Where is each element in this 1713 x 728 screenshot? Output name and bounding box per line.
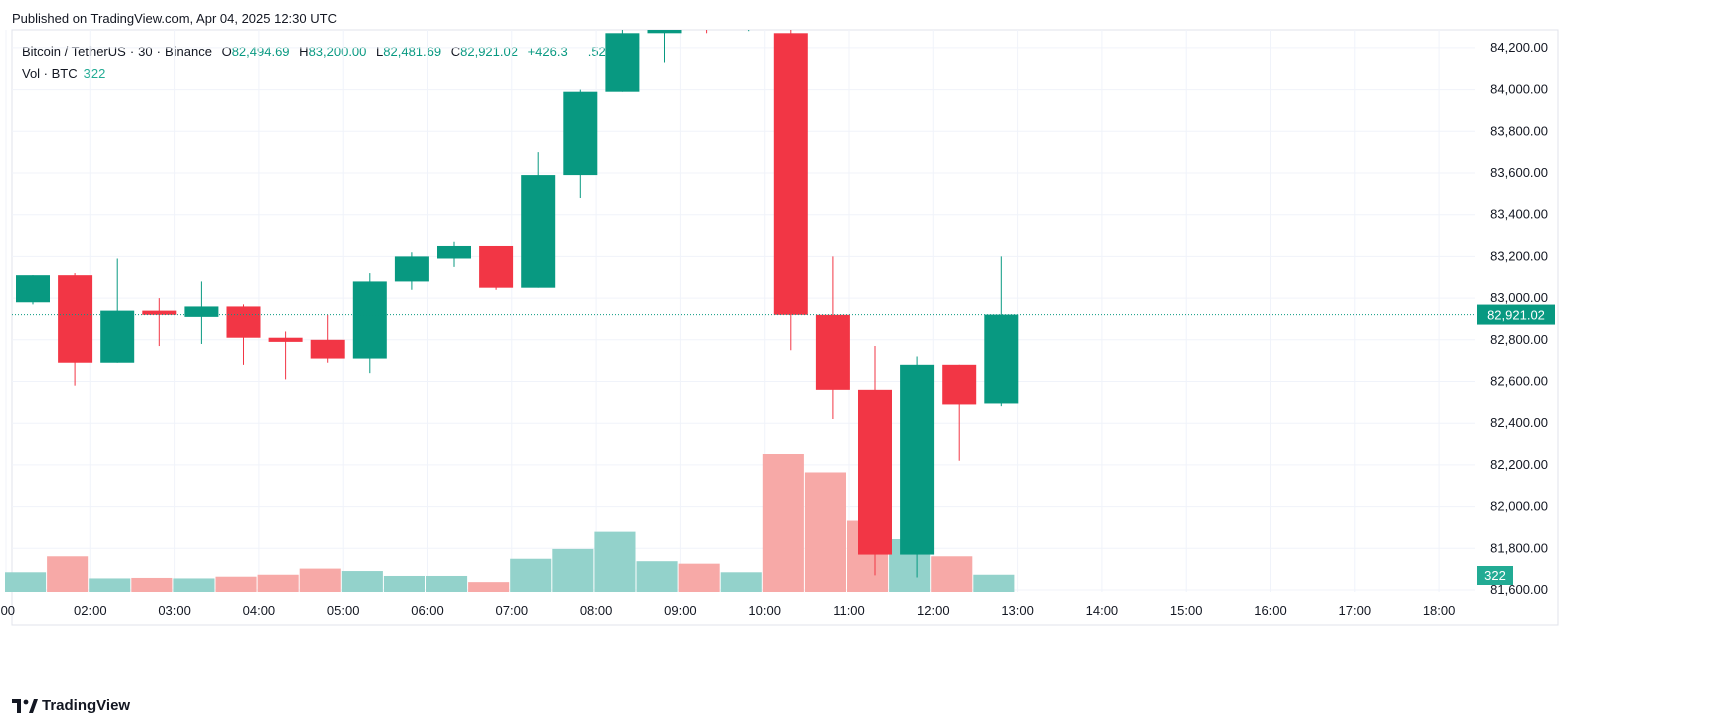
volume-bar xyxy=(383,575,425,592)
y-tick-label: 83,600.00 xyxy=(1490,165,1548,180)
volume-bar xyxy=(215,576,257,592)
candle-body-up[interactable] xyxy=(605,33,640,92)
y-tick-label: 83,400.00 xyxy=(1490,207,1548,222)
y-tick-label: 82,000.00 xyxy=(1490,499,1548,514)
volume-bar xyxy=(973,574,1015,592)
y-tick-label: 83,000.00 xyxy=(1490,290,1548,305)
x-tick-label: 14:00 xyxy=(1086,603,1119,618)
x-tick-label: 02:00 xyxy=(74,603,107,618)
volume-bar xyxy=(5,572,47,592)
x-tick-label: 13:00 xyxy=(1001,603,1034,618)
candle-body-up[interactable] xyxy=(437,245,471,259)
volume-legend: Vol · BTC 322 xyxy=(22,66,105,81)
y-tick-label: 82,200.00 xyxy=(1490,457,1548,472)
volume-bar xyxy=(468,582,510,592)
x-tick-label: 08:00 xyxy=(580,603,613,618)
x-tick-label: 17:00 xyxy=(1339,603,1372,618)
x-tick-label: 04:00 xyxy=(243,603,276,618)
candle-body-up[interactable] xyxy=(732,27,766,29)
candle-body-down[interactable] xyxy=(226,306,261,338)
last-price-tag-label: 82,921.02 xyxy=(1487,308,1545,323)
candle-body-down[interactable] xyxy=(858,389,892,555)
x-tick-label: :00 xyxy=(0,603,15,618)
footer-brand: TradingView xyxy=(42,697,131,714)
candle-body-down[interactable] xyxy=(142,310,177,315)
x-tick-label: 12:00 xyxy=(917,603,950,618)
candle-body-up[interactable] xyxy=(521,175,556,288)
y-tick-label: 84,000.00 xyxy=(1490,82,1548,97)
x-tick-label: 09:00 xyxy=(664,603,697,618)
volume-bar xyxy=(89,578,131,592)
x-tick-label: 11:00 xyxy=(833,603,865,618)
tradingview-logo-icon xyxy=(12,698,38,713)
volume-bar xyxy=(131,577,173,592)
tradingview-logo: TradingView xyxy=(12,697,130,714)
x-tick-label: 15:00 xyxy=(1170,603,1203,618)
volume-bar xyxy=(552,548,594,592)
candle-body-down[interactable] xyxy=(690,27,724,29)
volume-bar xyxy=(678,563,720,592)
volume-bar xyxy=(426,575,468,592)
legend-open-label: O xyxy=(221,44,232,59)
x-tick-label: 03:00 xyxy=(158,603,191,618)
y-tick-label: 81,800.00 xyxy=(1490,540,1548,555)
x-tick-label: 07:00 xyxy=(496,603,529,618)
volume-bar xyxy=(594,531,636,592)
volume-bar xyxy=(762,454,804,592)
candle-body-down[interactable] xyxy=(773,33,808,315)
candle-body-down[interactable] xyxy=(942,364,977,405)
volume-bar xyxy=(257,574,299,592)
volume-label: Vol · BTC xyxy=(22,66,78,81)
candle-body-down[interactable] xyxy=(58,275,93,363)
volume-bar xyxy=(341,571,383,592)
volume-bar xyxy=(720,572,762,592)
last-price-tag xyxy=(1477,304,1555,325)
y-tick-label: 82,400.00 xyxy=(1490,415,1548,430)
candle-body-up[interactable] xyxy=(100,310,135,363)
x-tick-label: 06:00 xyxy=(411,603,444,618)
candle-body-up[interactable] xyxy=(563,91,598,176)
volume-tag xyxy=(1477,566,1513,585)
candle-body-down[interactable] xyxy=(268,337,303,342)
candle-body-down[interactable] xyxy=(815,314,850,390)
volume-value: 322 xyxy=(83,66,106,81)
legend-close-label: C xyxy=(450,44,461,59)
y-tick-label: 82,600.00 xyxy=(1490,374,1548,389)
volume-bar xyxy=(510,558,552,592)
candle-body-up[interactable] xyxy=(394,256,429,282)
volume-bar xyxy=(636,561,678,592)
volume-bar xyxy=(299,568,341,592)
y-tick-label: 81,600.00 xyxy=(1490,582,1548,597)
candle-body-up[interactable] xyxy=(184,306,219,317)
y-tick-label: 82,800.00 xyxy=(1490,332,1548,347)
candle-body-up[interactable] xyxy=(352,281,387,359)
candle-body-up[interactable] xyxy=(900,364,935,555)
published-caption: Published on TradingView.com, Apr 04, 20… xyxy=(12,11,337,26)
volume-tag-label: 322 xyxy=(1484,568,1506,583)
candle-body-down[interactable] xyxy=(310,339,345,359)
volume-bar xyxy=(931,556,973,592)
candle-body-up[interactable] xyxy=(647,27,682,34)
candle-body-up[interactable] xyxy=(984,314,1019,404)
candle-body-up[interactable] xyxy=(16,275,50,303)
legend-low-label: L xyxy=(376,44,384,59)
x-tick-label: 10:00 xyxy=(748,603,781,618)
volume-bar xyxy=(47,556,89,592)
x-tick-label: 05:00 xyxy=(327,603,360,618)
candle-body-down[interactable] xyxy=(479,245,514,288)
x-tick-label: 16:00 xyxy=(1254,603,1287,618)
y-tick-label: 84,200.00 xyxy=(1490,40,1548,55)
chart-frame xyxy=(11,29,1559,626)
volume-bar xyxy=(804,472,846,592)
x-tick-label: 18:00 xyxy=(1423,603,1456,618)
volume-bar xyxy=(173,578,215,592)
y-tick-label: 83,800.00 xyxy=(1490,123,1548,138)
y-tick-label: 83,200.00 xyxy=(1490,248,1548,263)
legend-high-label: H xyxy=(299,44,309,59)
